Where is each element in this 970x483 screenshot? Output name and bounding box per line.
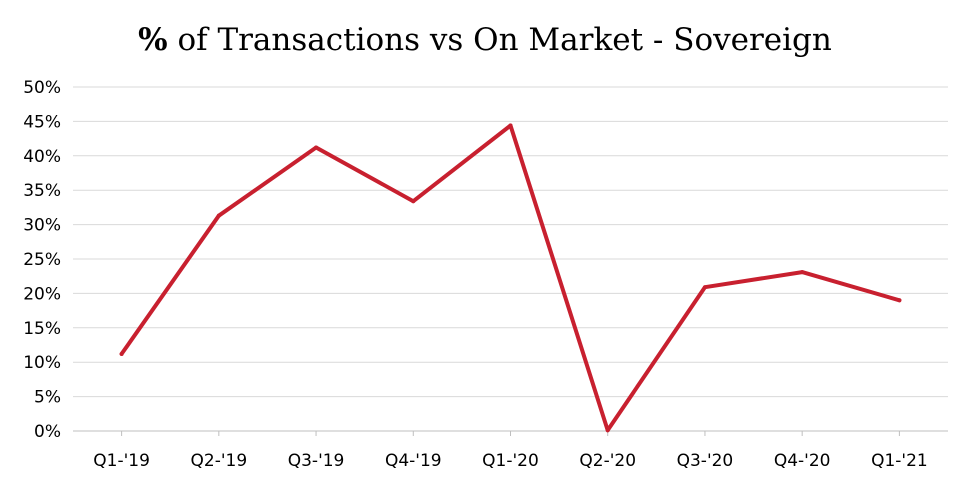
x-axis-tick-labels: Q1-'19 Q2-'19 Q3-'19 Q4-'19 Q1-'20 Q2-'20 Q3-'… [93,451,927,471]
chart-title: % of Transactions vs On Market - Soverei… [138,22,832,58]
x-tick-label: Q1-'20 [482,451,539,471]
data-point [897,298,902,303]
x-tick-label: Q2-'20 [579,451,636,471]
data-point [216,213,221,218]
data-point [119,351,124,356]
y-tick-label: 20% [23,284,61,304]
x-tick-label: Q1-'19 [93,451,150,471]
data-series [119,123,902,433]
y-tick-label: 45% [23,112,61,132]
data-point [702,285,707,290]
y-tick-label: 35% [23,181,61,201]
x-tick-label: Q1-'21 [871,451,928,471]
y-tick-label: 25% [23,250,61,270]
data-point [605,428,610,433]
series-line-0 [119,123,902,433]
y-tick-label: 40% [23,147,61,167]
y-axis-tick-labels: 0% 5% 10% 15% 20% 25% 30% 35% 40% 45% 50% [23,78,61,442]
x-tick-label: Q3-'20 [677,451,734,471]
chart-title-percent-sign: % [138,22,167,58]
chart-title-text: of Transactions vs On Market - Sovereign [168,22,832,58]
data-point [800,270,805,275]
data-point [411,199,416,204]
data-point [508,123,513,128]
y-tick-label: 5% [34,388,61,408]
x-tick-label: Q4-'19 [385,451,442,471]
x-tick-label: Q3-'19 [288,451,345,471]
y-tick-label: 30% [23,216,61,236]
y-tick-label: 10% [23,353,61,373]
x-tick-label: Q4-'20 [774,451,831,471]
y-tick-label: 0% [34,422,61,442]
x-tick-label: Q2-'19 [191,451,248,471]
gridlines [73,86,948,436]
data-point [314,145,319,150]
y-tick-label: 50% [23,78,61,98]
y-tick-label: 15% [23,319,61,339]
